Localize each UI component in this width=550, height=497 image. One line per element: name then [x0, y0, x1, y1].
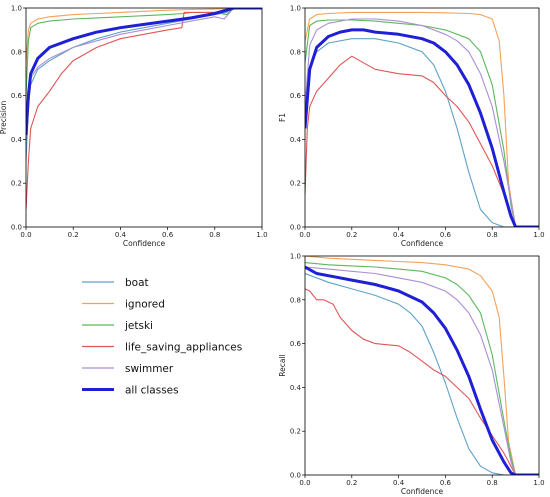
legend-label-swimmer: swimmer: [125, 363, 174, 375]
y-tick-label: 0.0: [290, 224, 301, 232]
x-tick-label: 0.8: [487, 479, 498, 487]
x-tick-label: 0.6: [162, 231, 174, 239]
y-tick-label: 0.2: [290, 428, 301, 436]
chart-recall: 0.0 0.2 0.4 0.6 0.8 1.0 0.0 0.2 0.4 0.6 0.8 1.0 Conf…: [278, 253, 545, 497]
x-tick-label: 1.0: [533, 479, 544, 487]
series-group: [305, 11, 539, 227]
series-line-all-classes: [305, 265, 539, 475]
series-line-boat: [305, 38, 539, 227]
series-line-jetski: [26, 8, 262, 96]
series-line-ignored: [305, 11, 539, 227]
y-tick-label: 0.8: [290, 296, 301, 304]
series-line-boat: [305, 272, 539, 475]
x-tick-label: 0.0: [299, 479, 310, 487]
y-tick-label: 1.0: [11, 5, 22, 13]
x-axis-label: Confidence: [123, 239, 166, 248]
series-line-ignored: [26, 8, 262, 63]
series-line-life-saving-appliances: [305, 55, 539, 227]
y-tick-label: 0.4: [290, 136, 302, 144]
x-tick-label: 0.4: [115, 231, 127, 239]
x-tick-label: 1.0: [256, 231, 267, 239]
chart-f1: 0.0 0.2 0.4 0.6 0.8 1.0 0.0 0.2 0.4 0.6 0.8 1.0 Conf…: [278, 5, 545, 249]
x-tick-label: 0.0: [20, 231, 31, 239]
y-tick-label: 0.6: [290, 340, 302, 348]
series-line-jetski: [305, 19, 539, 227]
x-axis-label: Confidence: [401, 239, 444, 248]
series-line-swimmer: [305, 18, 539, 227]
series-group: [305, 256, 539, 475]
x-tick-label: 0.4: [393, 479, 405, 487]
y-tick-label: 0.6: [11, 92, 23, 100]
x-tick-label: 0.2: [68, 231, 79, 239]
chart-precision: 0.0 0.2 0.4 0.6 0.8 1.0 0.0 0.2 0.4 0.6 0.8 1.0 Conf…: [0, 5, 268, 249]
plot-frame: [25, 7, 263, 228]
legend-label-all-classes: all classes: [125, 385, 179, 397]
y-tick-label: 0.2: [11, 180, 22, 188]
y-tick-label: 1.0: [290, 253, 301, 261]
x-tick-label: 0.6: [440, 479, 452, 487]
series-line-swimmer: [305, 266, 539, 475]
x-tick-label: 0.0: [299, 231, 310, 239]
series-group: [26, 8, 262, 210]
y-tick-label: 1.0: [290, 5, 301, 13]
series-line-swimmer: [26, 8, 262, 140]
series-line-ignored: [305, 256, 539, 475]
plot-frame: [304, 255, 540, 476]
series-line-jetski: [305, 262, 539, 475]
series-line-all-classes: [305, 28, 539, 227]
legend-label-ignored: ignored: [125, 299, 165, 311]
legend-label-boat: boat: [125, 277, 149, 289]
y-tick-label: 0.4: [290, 384, 302, 392]
y-tick-label: 0.0: [11, 224, 22, 232]
y-tick-label: 0.6: [290, 92, 302, 100]
y-tick-label: 0.0: [290, 472, 301, 480]
x-tick-label: 0.8: [487, 231, 498, 239]
x-tick-label: 0.8: [209, 231, 220, 239]
y-axis-label: F1: [278, 113, 287, 122]
y-tick-label: 0.2: [290, 180, 301, 188]
y-tick-label: 0.8: [290, 48, 301, 56]
y-tick-label: 0.4: [11, 136, 23, 144]
legend-label-life-saving-appliances: life_saving_appliances: [125, 342, 242, 354]
series-line-life-saving-appliances: [305, 288, 539, 475]
plot-frame: [304, 7, 540, 228]
y-axis-label: Recall: [278, 354, 287, 376]
series-line-all-classes: [26, 8, 262, 136]
x-tick-label: 1.0: [533, 231, 544, 239]
x-axis-label: Confidence: [401, 487, 444, 496]
charts-layer: 0.0 0.2 0.4 0.6 0.8 1.0 0.0 0.2 0.4 0.6 0.8 1.0 Conf…: [0, 5, 545, 497]
x-tick-label: 0.2: [346, 231, 357, 239]
legend: boat ignored jetski life_saving_appliancess…: [82, 277, 242, 397]
x-tick-label: 0.2: [346, 479, 357, 487]
y-axis-label: Precision: [0, 101, 8, 135]
y-tick-label: 0.8: [11, 48, 22, 56]
series-line-boat: [26, 8, 262, 162]
legend-label-jetski: jetski: [124, 320, 153, 332]
x-tick-label: 0.6: [440, 231, 452, 239]
x-tick-label: 0.4: [393, 231, 405, 239]
